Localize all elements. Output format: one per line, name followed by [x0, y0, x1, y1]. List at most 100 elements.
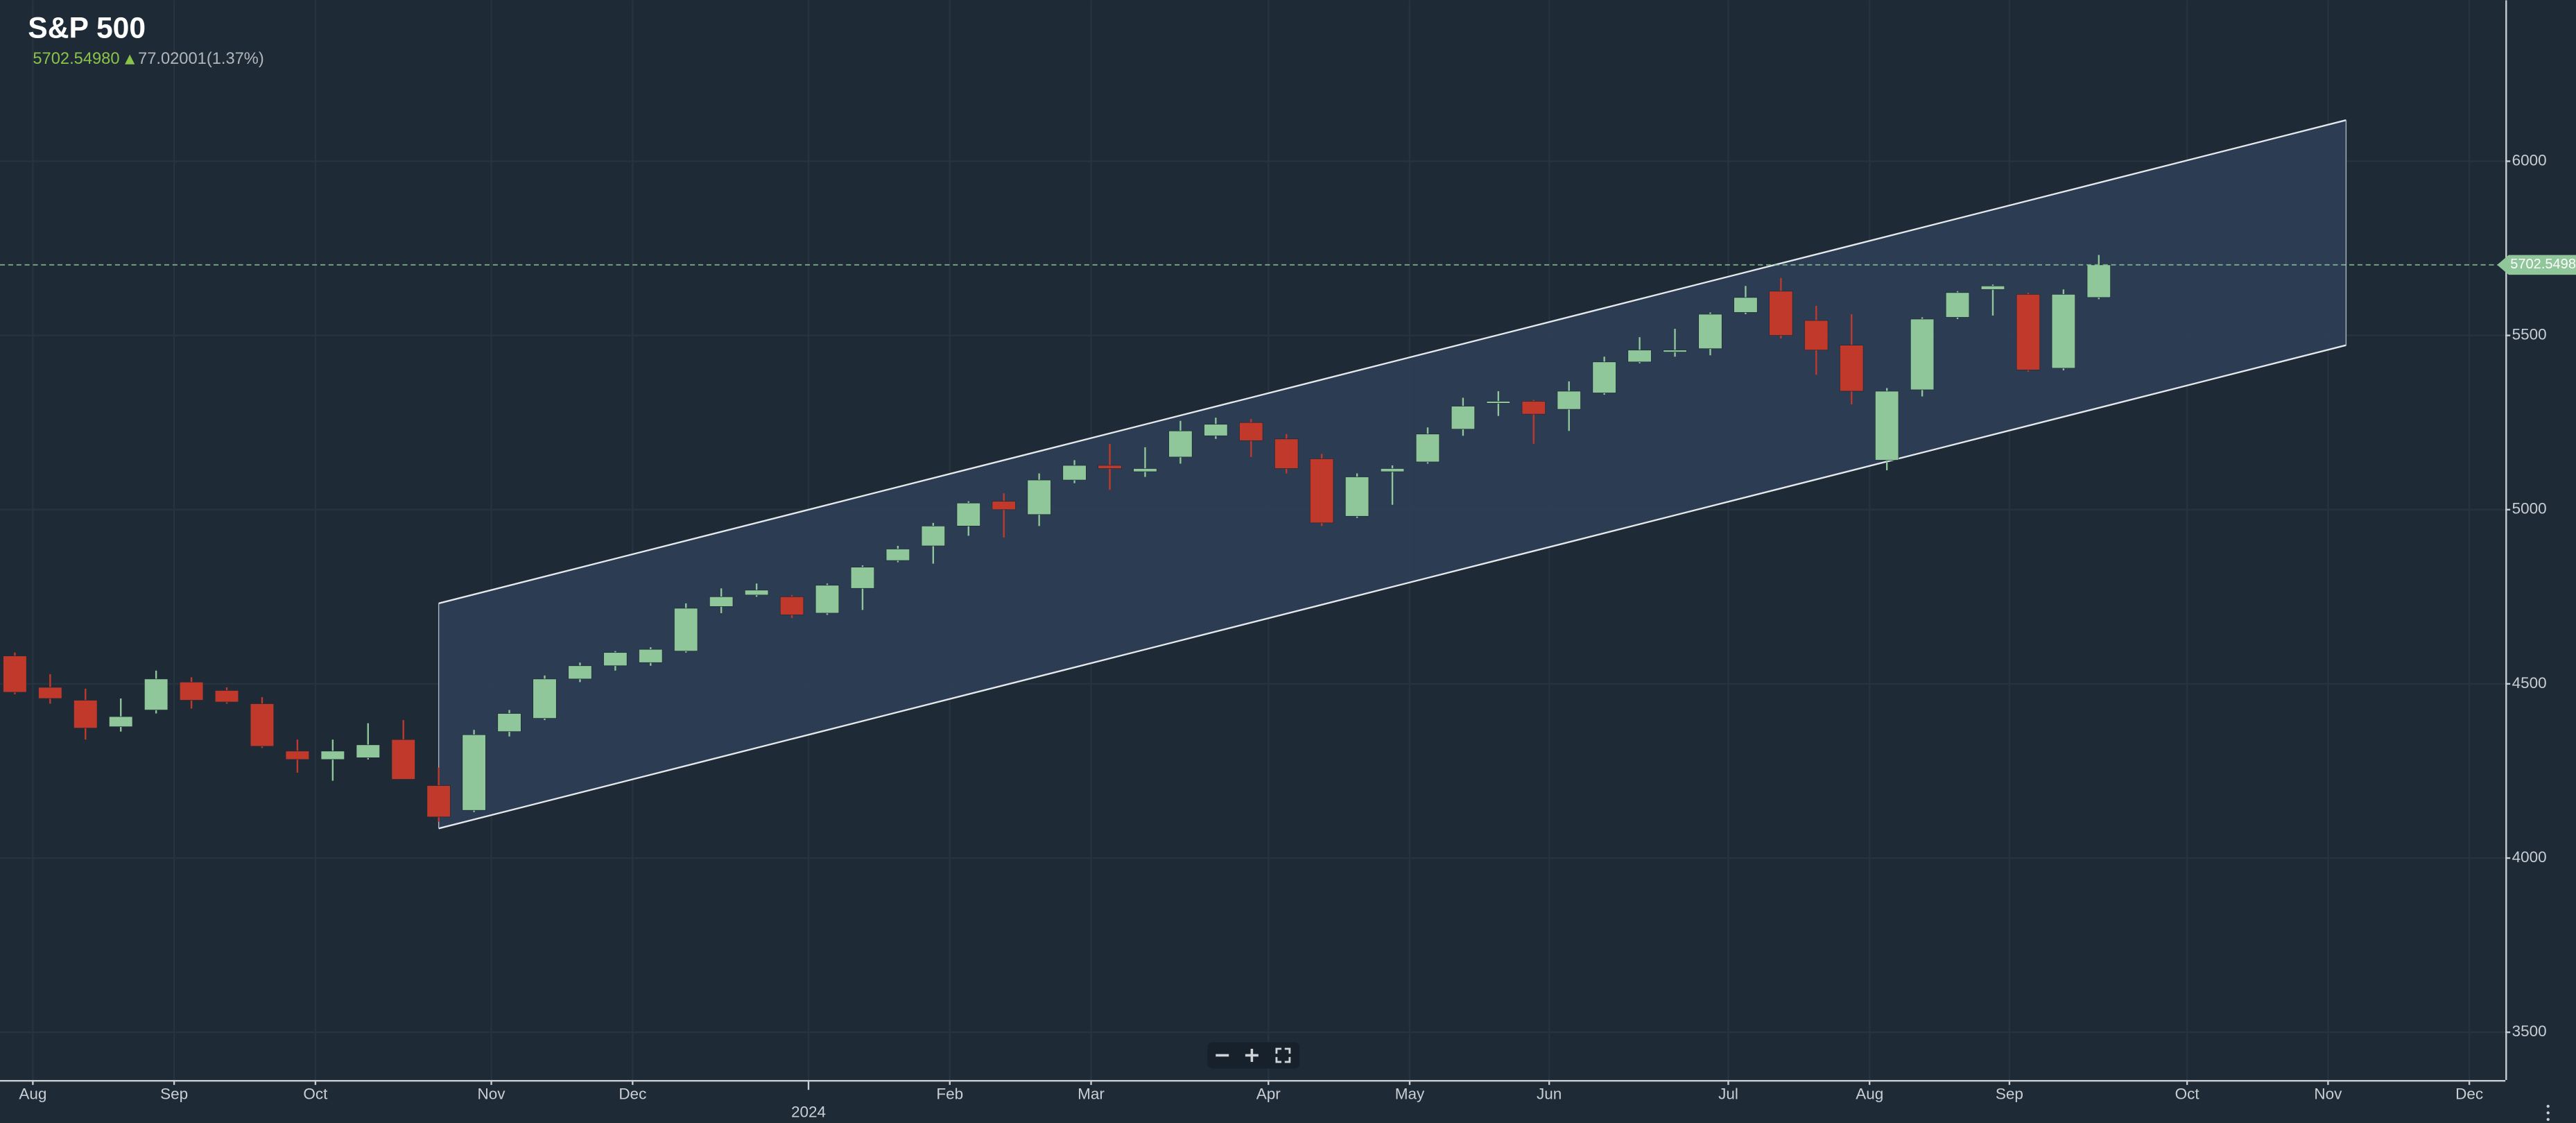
candle-body	[1345, 477, 1369, 517]
candle-body	[1663, 350, 1687, 352]
candle-body	[1451, 406, 1476, 430]
fullscreen-hit[interactable]	[1270, 1044, 1296, 1067]
candle-body	[1840, 345, 1864, 392]
candle-body	[744, 590, 769, 596]
candle-body	[497, 713, 521, 732]
y-tick-label: 5000	[2512, 500, 2547, 517]
x-tick-label: Feb	[936, 1085, 963, 1102]
x-tick-label: Apr	[1256, 1085, 1281, 1102]
candle-body	[179, 682, 204, 701]
fullscreen-icon	[1275, 1047, 1291, 1063]
channel-lower-line	[438, 344, 2346, 830]
candle-body	[709, 596, 734, 607]
candle-body	[74, 700, 98, 729]
candle-body	[1027, 479, 1051, 515]
candle-body	[250, 703, 275, 747]
y-tick-label: 4000	[2512, 848, 2547, 866]
last-price-tag-label: 5702.5498	[2510, 257, 2576, 272]
candle-body	[533, 678, 557, 719]
candle-body	[1734, 297, 1758, 313]
x-tick-label: Aug	[19, 1085, 46, 1102]
candle-body	[285, 751, 310, 760]
x-tick-label: Dec	[2455, 1085, 2483, 1102]
candle-body	[885, 549, 910, 561]
candle-body	[603, 652, 628, 667]
chart-title: S&P 500	[28, 11, 146, 44]
candle-body	[3, 655, 27, 693]
candle-body	[426, 785, 451, 818]
candle-body	[1168, 430, 1193, 458]
x-tick-label: Oct	[303, 1085, 328, 1102]
candle-body	[1910, 318, 1935, 391]
y-tick-label: 4500	[2512, 674, 2547, 692]
x-tick-label: Sep	[1996, 1085, 2023, 1102]
candle-body	[1239, 422, 1263, 441]
candle-body	[1274, 438, 1299, 469]
candle-body	[1062, 465, 1087, 481]
candle-body	[109, 716, 133, 728]
candle-body	[639, 649, 663, 663]
candle-body	[1486, 401, 1511, 404]
x-tick-label: Nov	[478, 1085, 506, 1102]
candle-body	[1204, 424, 1228, 436]
x-tick-label: Sep	[160, 1085, 188, 1102]
candle-body	[1098, 465, 1122, 469]
x-tick-label: Jul	[1718, 1085, 1738, 1102]
candle-body	[1557, 391, 1581, 410]
menu-dot	[2546, 1111, 2550, 1115]
candle-body	[38, 687, 62, 699]
candle-body	[356, 744, 380, 758]
x-year-label: 2024	[791, 1103, 826, 1120]
plot-area	[0, 119, 2506, 830]
candle-body	[815, 585, 840, 614]
x-tick-label: May	[1395, 1085, 1425, 1102]
candle-body	[1945, 292, 1970, 318]
candle-body	[462, 734, 486, 811]
candle-body	[144, 678, 168, 710]
candle-body	[992, 501, 1016, 511]
candle-body	[779, 596, 804, 615]
candle-body	[1133, 468, 1157, 472]
menu-dot	[2546, 1117, 2550, 1121]
zoom-in-button[interactable]	[1238, 1044, 1265, 1067]
x-tick-label: Aug	[1856, 1085, 1883, 1102]
candle-body	[1415, 434, 1440, 463]
zoom-out-button[interactable]	[1209, 1044, 1236, 1067]
candle-body	[2016, 293, 2041, 370]
price-change: 77.02001(1.37%)	[138, 50, 264, 68]
candle-body	[1769, 291, 1793, 336]
y-tick-label: 5500	[2512, 326, 2547, 343]
fullscreen-button[interactable]	[1270, 1044, 1296, 1067]
candle-body	[1875, 391, 1899, 461]
menu-dot	[2546, 1104, 2550, 1108]
candle-body	[391, 739, 415, 780]
candle-body	[1698, 314, 1722, 350]
x-tick-label: Oct	[2175, 1085, 2200, 1102]
up-arrow-icon	[125, 54, 135, 65]
y-tick-label: 3500	[2512, 1022, 2547, 1040]
candle-body	[956, 502, 980, 526]
candle-body	[921, 526, 945, 547]
candle-body	[1380, 468, 1405, 472]
channel-upper-line	[438, 119, 2346, 605]
candle-body	[320, 751, 345, 760]
x-tick-label: Nov	[2314, 1085, 2342, 1102]
zoom-controls	[1207, 1042, 1300, 1069]
candle-body	[568, 665, 592, 680]
x-tick-label: Dec	[619, 1085, 646, 1102]
last-price-tag	[2497, 255, 2576, 275]
x-tick-label: Jun	[1537, 1085, 1562, 1102]
candle-body	[1627, 350, 1652, 363]
x-tick-label: Mar	[1078, 1085, 1105, 1102]
candle-body	[1804, 320, 1829, 351]
candle-body	[850, 567, 875, 589]
candle-body	[1980, 285, 2005, 290]
candle-body	[2086, 264, 2111, 298]
candle-body	[1521, 401, 1546, 415]
menu-button[interactable]	[2546, 1104, 2550, 1121]
candle-body	[2051, 293, 2076, 369]
last-price: 5702.54980	[33, 50, 119, 68]
candle-body	[1592, 361, 1616, 393]
